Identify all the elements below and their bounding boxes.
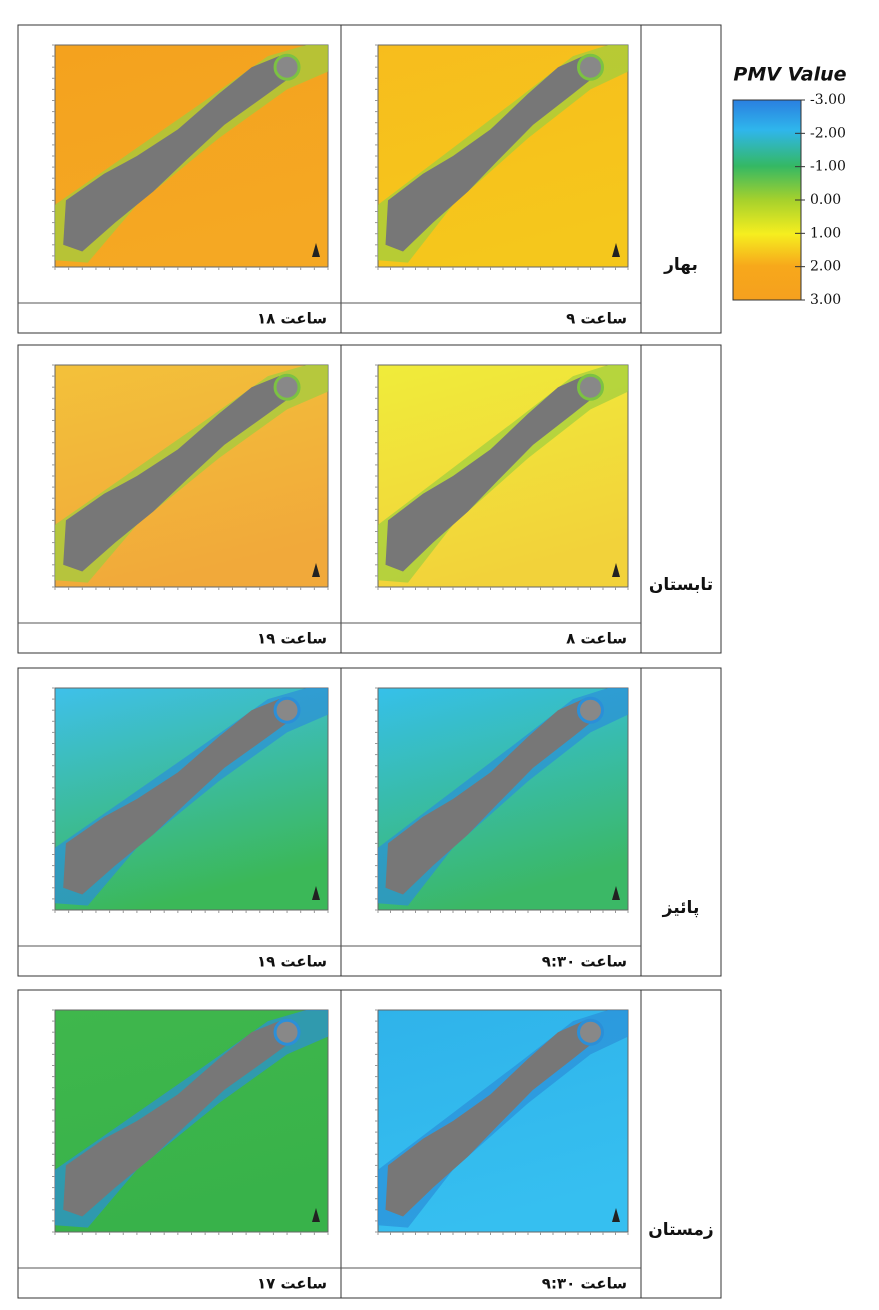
time-caption: ساعت ۹:۳۰ bbox=[542, 1275, 627, 1293]
square bbox=[275, 375, 299, 399]
season-label: پائیز bbox=[662, 898, 700, 918]
square bbox=[579, 1020, 603, 1044]
page: PMV Value -3.00 -2.00 -1.00 0.00 1.00 2.00 3.0… bbox=[0, 0, 879, 1310]
square bbox=[275, 1020, 299, 1044]
time-caption: ساعت ۸ bbox=[566, 630, 627, 648]
time-caption: ساعت ۱۹ bbox=[257, 953, 327, 971]
square bbox=[579, 55, 603, 79]
legend-label: -3.00 bbox=[810, 92, 846, 108]
time-caption: ساعت ۹ bbox=[566, 310, 627, 328]
legend-label: 1.00 bbox=[810, 225, 841, 241]
square bbox=[579, 375, 603, 399]
colorbar bbox=[733, 100, 801, 300]
time-caption: ساعت ۱۸ bbox=[257, 310, 327, 328]
legend-label: 3.00 bbox=[810, 292, 841, 308]
square bbox=[275, 698, 299, 722]
square bbox=[579, 698, 603, 722]
time-caption: ساعت ۱۹ bbox=[257, 630, 327, 648]
legend-title: PMV Value bbox=[733, 64, 846, 86]
season-label: بهار bbox=[663, 255, 698, 275]
legend-label: 0.00 bbox=[810, 192, 841, 208]
legend-label: -2.00 bbox=[810, 125, 846, 141]
season-label: تابستان bbox=[649, 575, 713, 595]
season-label: زمستان bbox=[648, 1220, 713, 1240]
legend-label: 2.00 bbox=[810, 259, 841, 275]
time-caption: ساعت ۱۷ bbox=[257, 1275, 327, 1293]
legend-label: -1.00 bbox=[810, 159, 846, 175]
figure: PMV Value -3.00 -2.00 -1.00 0.00 1.00 2.00 3.0… bbox=[0, 0, 879, 1310]
time-caption: ساعت ۹:۳۰ bbox=[542, 953, 627, 971]
square bbox=[275, 55, 299, 79]
